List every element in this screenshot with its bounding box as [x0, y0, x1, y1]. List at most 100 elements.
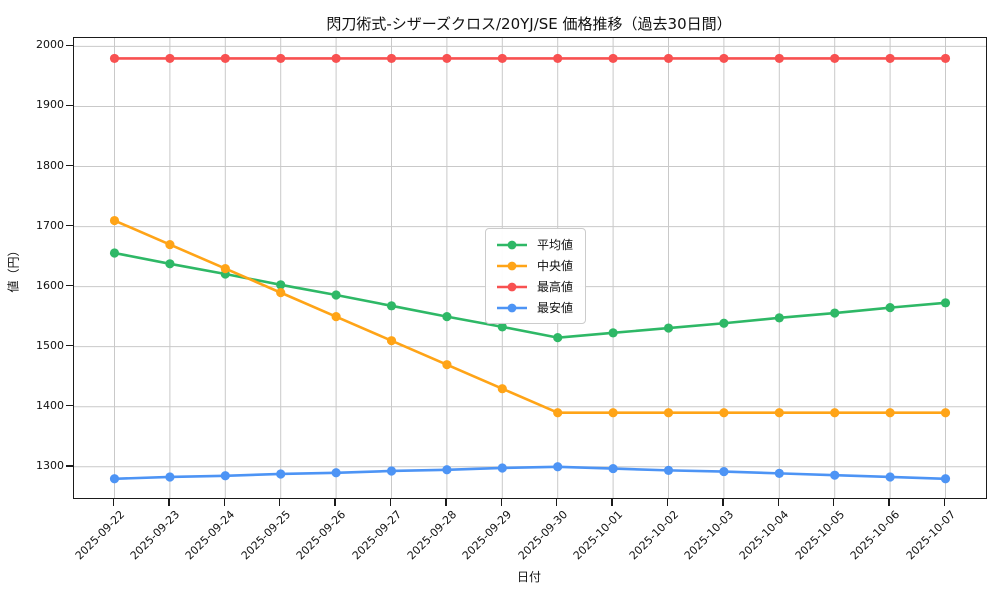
- data-point-average: [276, 280, 286, 290]
- data-point-max: [553, 53, 563, 64]
- x-tick-mark: [832, 499, 835, 506]
- y-tick-label: 1300: [36, 458, 64, 472]
- data-point-median: [608, 408, 618, 418]
- legend-marker-average: [497, 240, 527, 249]
- data-point-median: [719, 408, 729, 418]
- legend-item-average: 平均値: [496, 236, 573, 253]
- data-point-average: [885, 303, 895, 313]
- x-tick-mark: [389, 499, 392, 506]
- data-point-max: [719, 53, 729, 64]
- data-point-median: [165, 239, 175, 250]
- data-point-max: [220, 53, 230, 64]
- data-point-median: [497, 384, 507, 394]
- data-point-average: [774, 313, 784, 323]
- y-tick-mark: [66, 164, 73, 167]
- legend-label-min: 最安値: [537, 301, 574, 315]
- legend-item-max: 最高値: [496, 278, 573, 295]
- data-point-min: [830, 470, 840, 480]
- data-point-min: [220, 471, 230, 481]
- plot-area: 平均値中央値最高値最安値: [73, 37, 987, 499]
- data-point-min: [663, 465, 674, 475]
- y-tick-label: 1900: [36, 98, 64, 112]
- data-point-max: [386, 53, 397, 64]
- data-point-median: [553, 408, 563, 418]
- data-point-median: [830, 408, 840, 418]
- x-tick-mark: [888, 499, 890, 506]
- data-point-min: [885, 472, 895, 482]
- x-axis-label: 日付: [516, 570, 541, 584]
- data-point-min: [331, 468, 341, 478]
- y-tick-mark: [66, 284, 73, 287]
- data-point-min: [719, 466, 729, 477]
- data-point-min: [386, 466, 397, 476]
- data-point-average: [165, 259, 175, 269]
- data-point-max: [442, 53, 452, 64]
- data-point-min: [109, 474, 120, 484]
- legend-label-average: 平均値: [537, 238, 574, 252]
- data-point-max: [165, 53, 175, 64]
- data-point-median: [442, 360, 452, 370]
- data-point-min: [940, 474, 951, 484]
- x-tick-mark: [223, 499, 226, 506]
- y-tick-label: 1800: [36, 158, 64, 172]
- data-point-max: [774, 53, 784, 64]
- data-point-average: [331, 290, 341, 300]
- y-tick-label: 2000: [36, 38, 64, 52]
- y-tick-label: 1500: [36, 338, 64, 352]
- x-tick-mark: [278, 499, 281, 506]
- legend-marker-median: [497, 261, 527, 270]
- legend-label-max: 最高値: [537, 280, 574, 294]
- chart-title: 閃刀術式-シザーズクロス/20YJ/SE 価格推移（過去30日間）: [326, 15, 732, 33]
- data-point-median: [663, 408, 674, 418]
- data-point-average: [386, 301, 397, 311]
- data-point-max: [497, 53, 507, 64]
- x-tick-mark: [722, 499, 724, 506]
- data-point-max: [109, 53, 120, 64]
- data-point-max: [608, 53, 618, 64]
- x-tick-mark: [666, 499, 669, 506]
- y-tick-mark: [66, 104, 73, 107]
- data-point-average: [719, 318, 729, 328]
- data-point-median: [940, 408, 951, 418]
- x-tick-mark: [334, 499, 336, 506]
- legend-item-median: 中央値: [496, 257, 573, 274]
- data-point-min: [774, 468, 784, 478]
- data-point-average: [442, 312, 452, 322]
- y-tick-mark: [66, 224, 73, 227]
- y-axis-label: 値（円）: [6, 244, 21, 293]
- y-tick-label: 1400: [36, 398, 64, 412]
- data-point-median: [774, 408, 784, 418]
- data-point-max: [663, 53, 674, 64]
- data-point-min: [165, 472, 175, 482]
- data-point-average: [497, 322, 507, 332]
- data-point-max: [940, 53, 951, 64]
- y-tick-mark: [66, 344, 73, 347]
- plot-canvas: [74, 38, 986, 498]
- data-point-min: [608, 463, 618, 474]
- data-point-average: [830, 308, 840, 318]
- y-tick-mark: [66, 44, 73, 47]
- y-tick-mark: [66, 404, 73, 407]
- y-tick-label: 1600: [36, 278, 64, 292]
- series-line-median: [113, 219, 946, 415]
- data-point-min: [442, 465, 452, 475]
- legend: 平均値中央値最高値最安値: [485, 228, 587, 324]
- data-point-median: [885, 408, 895, 418]
- legend-marker-min: [497, 303, 527, 312]
- x-tick-mark: [112, 499, 115, 506]
- data-point-average: [663, 323, 674, 333]
- data-point-min: [497, 463, 507, 473]
- data-point-max: [276, 53, 286, 64]
- legend-marker-max: [497, 282, 527, 291]
- data-point-max: [830, 53, 840, 64]
- legend-label-median: 中央値: [537, 259, 574, 273]
- data-point-median: [220, 264, 230, 274]
- data-point-median: [276, 288, 286, 298]
- x-tick-mark: [555, 499, 558, 506]
- data-point-average: [553, 333, 563, 343]
- y-tick-mark: [66, 465, 73, 467]
- data-point-average: [940, 298, 951, 308]
- y-tick-label: 1700: [36, 218, 64, 232]
- data-point-median: [109, 215, 120, 226]
